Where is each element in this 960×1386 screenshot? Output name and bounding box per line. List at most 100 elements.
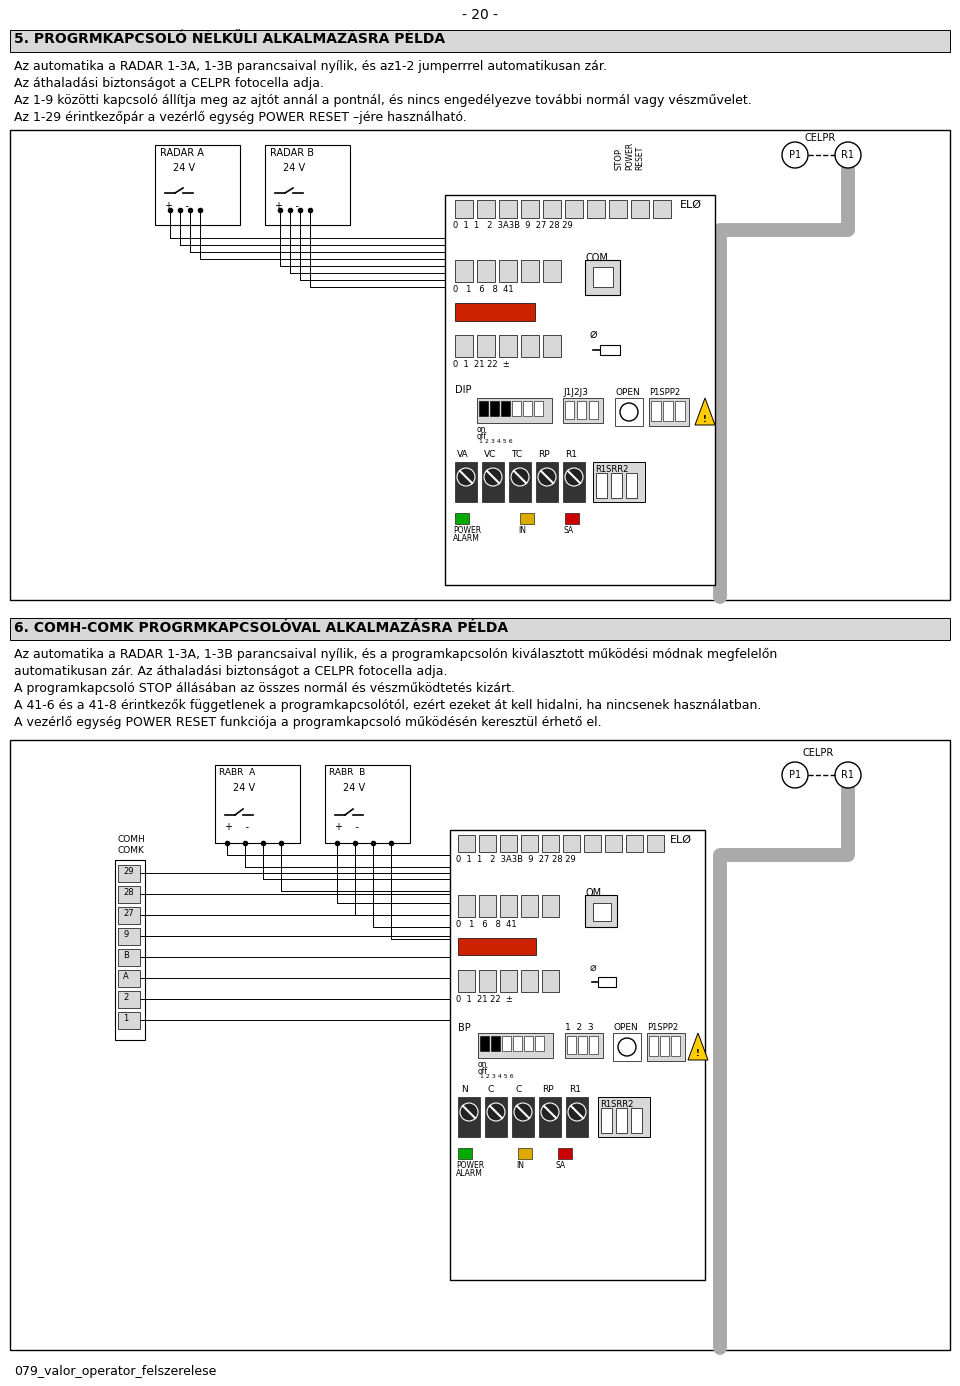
Text: off: off — [477, 432, 487, 441]
Circle shape — [835, 141, 861, 168]
Bar — [647, 834, 664, 852]
Bar — [566, 1096, 588, 1137]
Bar — [539, 1096, 561, 1137]
Bar — [477, 200, 495, 218]
Bar — [500, 970, 517, 992]
Bar — [499, 335, 517, 358]
Text: R1SRR2: R1SRR2 — [595, 464, 629, 474]
Bar — [563, 462, 585, 502]
Bar — [118, 929, 140, 945]
Text: RP: RP — [538, 450, 550, 459]
Text: RABR  B: RABR B — [329, 768, 365, 778]
Text: B: B — [123, 951, 129, 960]
Bar — [479, 970, 496, 992]
Text: ELØ: ELØ — [680, 200, 702, 211]
Bar — [563, 398, 603, 423]
Bar — [118, 970, 140, 987]
Text: IN: IN — [516, 1161, 524, 1170]
Bar — [10, 740, 950, 1350]
Bar — [609, 200, 627, 218]
Bar — [455, 513, 469, 524]
Text: C: C — [515, 1085, 521, 1094]
Text: A vezérlő egység POWER RESET funkciója a programkapcsoló működésén keresztül érh: A vezérlő egység POWER RESET funkciója a… — [14, 717, 602, 729]
Text: 6. COMH-COMK PROGRMKAPCSOLÓVAL ALKALMAZÁSRA PÉLDA: 6. COMH-COMK PROGRMKAPCSOLÓVAL ALKALMAZÁ… — [14, 621, 508, 635]
Bar — [593, 267, 613, 287]
Bar — [480, 1035, 489, 1051]
Bar — [455, 335, 473, 358]
Bar — [536, 462, 558, 502]
Bar — [587, 200, 605, 218]
Text: !: ! — [703, 414, 707, 424]
Bar — [499, 200, 517, 218]
Text: C: C — [488, 1085, 494, 1094]
Bar — [500, 895, 517, 918]
Text: - 20 -: - 20 - — [462, 8, 498, 22]
Bar — [523, 401, 532, 416]
Text: ⌀: ⌀ — [590, 963, 597, 973]
Bar — [482, 462, 504, 502]
Bar — [118, 906, 140, 924]
Text: +    -: + - — [335, 822, 359, 832]
Bar — [611, 473, 622, 498]
Bar — [613, 1033, 641, 1062]
Bar — [542, 895, 559, 918]
Text: R1: R1 — [842, 771, 854, 780]
Text: 0   1   6   8  41: 0 1 6 8 41 — [456, 920, 516, 929]
Bar — [584, 834, 601, 852]
Text: 29: 29 — [123, 868, 133, 876]
Text: P1SPP2: P1SPP2 — [649, 388, 680, 396]
Bar — [10, 130, 950, 600]
Bar — [565, 200, 583, 218]
Bar — [490, 401, 499, 416]
Text: COM: COM — [585, 254, 608, 263]
Text: OPEN: OPEN — [613, 1023, 637, 1033]
Bar — [455, 261, 473, 281]
Bar — [543, 335, 561, 358]
Text: !: ! — [696, 1049, 700, 1059]
Text: COMH: COMH — [118, 834, 146, 844]
Bar — [458, 970, 475, 992]
Bar — [491, 1035, 500, 1051]
Text: 1: 1 — [123, 1015, 129, 1023]
Bar — [671, 1035, 680, 1056]
Bar — [615, 398, 643, 426]
Bar — [500, 834, 517, 852]
Text: P1: P1 — [789, 771, 801, 780]
Text: BP: BP — [458, 1023, 470, 1033]
Bar — [509, 462, 531, 502]
Bar — [118, 865, 140, 881]
Text: 24 V: 24 V — [343, 783, 365, 793]
Circle shape — [782, 762, 808, 789]
Text: POWER
RESET: POWER RESET — [625, 141, 644, 170]
Bar — [663, 401, 673, 421]
Text: off: off — [478, 1067, 488, 1076]
Bar — [542, 970, 559, 992]
Bar — [675, 401, 685, 421]
Text: +    -: + - — [225, 822, 249, 832]
Bar — [115, 859, 145, 1040]
Text: A programkapcsoló STOP állásában az összes normál és vészműködtetés kizárt.: A programkapcsoló STOP állásában az össz… — [14, 682, 515, 694]
Bar — [589, 1035, 598, 1053]
Text: OM: OM — [585, 888, 601, 898]
Text: CELPR: CELPR — [804, 133, 835, 143]
Text: 1 2 3 4 5 6: 1 2 3 4 5 6 — [479, 439, 513, 444]
Text: Az áthaladási biztonságot a CELPR fotocella adja.: Az áthaladási biztonságot a CELPR fotoce… — [14, 78, 324, 90]
Bar — [565, 513, 579, 524]
Bar — [534, 401, 543, 416]
Text: ⌀: ⌀ — [590, 328, 597, 341]
Polygon shape — [688, 1033, 708, 1060]
Text: P1SPP2: P1SPP2 — [647, 1023, 678, 1033]
Bar — [458, 834, 475, 852]
Text: SA: SA — [556, 1161, 566, 1170]
Text: Az 1-29 érintkezőpár a vezérlő egység POWER RESET –jére használható.: Az 1-29 érintkezőpár a vezérlő egység PO… — [14, 111, 467, 125]
Text: 0   1   6   8  41: 0 1 6 8 41 — [453, 286, 514, 294]
Bar — [600, 345, 620, 355]
Text: 0  1  21 22  ±: 0 1 21 22 ± — [456, 995, 513, 1003]
Text: Az automatika a RADAR 1-3A, 1-3B parancsaival nyílik, és a programkapcsolón kivá: Az automatika a RADAR 1-3A, 1-3B parancs… — [14, 649, 778, 661]
Text: OPEN: OPEN — [615, 388, 639, 396]
Bar — [477, 398, 552, 423]
Bar — [455, 462, 477, 502]
Text: 24 V: 24 V — [233, 783, 255, 793]
Bar — [265, 146, 350, 225]
Bar — [118, 1012, 140, 1028]
